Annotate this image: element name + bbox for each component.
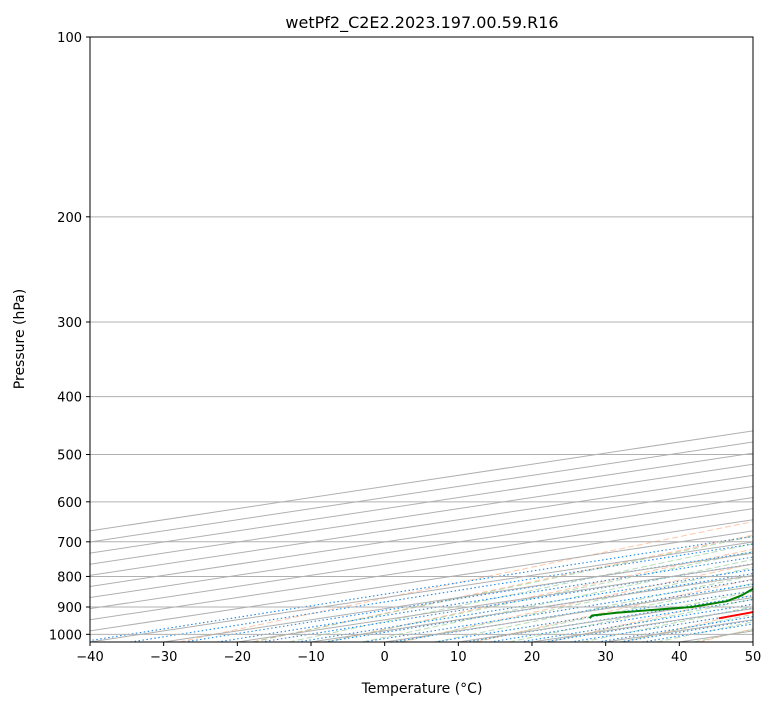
x-tick-label: 30 <box>597 650 614 665</box>
x-tick-label: 10 <box>450 650 467 665</box>
x-tick-label: −30 <box>150 650 177 665</box>
dry-adiabat-line <box>402 37 775 642</box>
plot-frame <box>90 37 753 642</box>
dry-adiabat-line <box>699 37 775 642</box>
x-axis-label: Temperature (°C) <box>361 681 483 697</box>
x-tick-label: 40 <box>671 650 688 665</box>
y-tick-label: 600 <box>57 496 82 511</box>
moist-adiabat-line <box>620 37 775 642</box>
moist-adiabat-line <box>399 37 775 642</box>
x-tick-label: 50 <box>745 650 762 665</box>
y-tick-label: 400 <box>57 391 82 406</box>
mixing-ratio-line <box>131 449 775 642</box>
x-tick-label: −40 <box>76 650 103 665</box>
mixing-ratio-line <box>324 449 775 642</box>
isotherm-grid-line <box>532 37 775 642</box>
moist-adiabat-line <box>252 37 775 642</box>
dewpoint-profile-line <box>590 37 775 618</box>
y-tick-label: 700 <box>57 536 82 551</box>
y-tick-label: 100 <box>57 31 82 46</box>
y-tick-label: 300 <box>57 316 82 331</box>
moist-adiabat-line <box>509 37 775 642</box>
mixing-ratio-line <box>217 449 775 642</box>
moist-adiabat-line <box>472 37 775 642</box>
y-tick-label: 500 <box>57 449 82 464</box>
dry-adiabat-line <box>179 37 775 642</box>
moist-adiabat-line <box>546 37 775 642</box>
moist-adiabat-line <box>289 37 775 642</box>
x-tick-label: 0 <box>381 650 389 665</box>
chart-title: wetPf2_C2E2.2023.197.00.59.R16 <box>285 13 558 33</box>
temperature-profile-line <box>719 37 775 618</box>
dry-adiabat-line <box>476 37 775 642</box>
isotherm-grid-line <box>90 37 775 642</box>
x-tick-label: 20 <box>524 650 541 665</box>
y-tick-label: 900 <box>57 601 82 616</box>
moist-adiabat-line <box>694 37 775 642</box>
dry-adiabat-line <box>253 37 775 642</box>
isotherm-grid-line <box>753 37 775 642</box>
y-tick-label: 200 <box>57 211 82 226</box>
x-tick-label: −20 <box>224 650 251 665</box>
x-tick-label: −10 <box>297 650 324 665</box>
moist-adiabat-line <box>583 37 775 642</box>
moist-adiabat-line <box>362 37 775 642</box>
y-tick-label: 1000 <box>49 628 82 643</box>
y-axis-label: Pressure (hPa) <box>12 289 28 389</box>
y-tick-label: 800 <box>57 570 82 585</box>
moist-adiabat-line <box>436 37 775 642</box>
